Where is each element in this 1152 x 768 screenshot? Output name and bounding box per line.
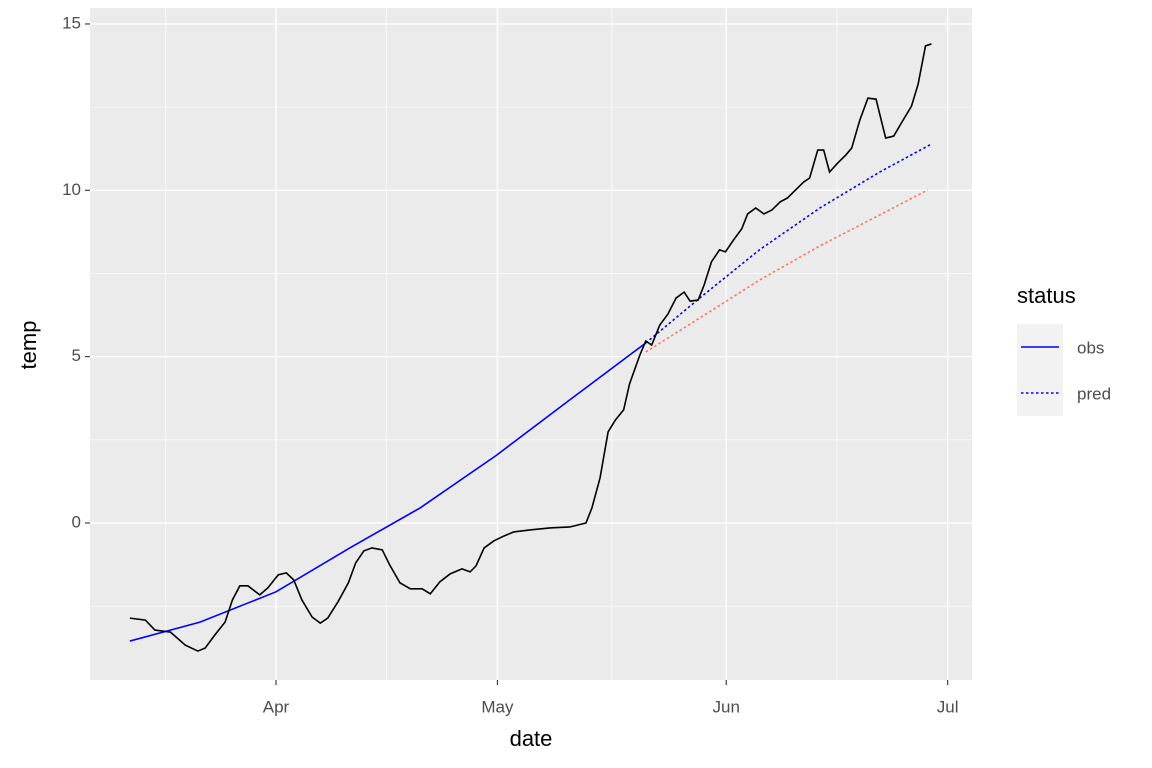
x-tick-label: May (481, 697, 514, 716)
x-tick-label: Jun (713, 697, 740, 716)
y-tick-label: 0 (72, 512, 81, 531)
x-axis-title: date (510, 726, 553, 751)
x-tick-label: Jul (937, 697, 959, 716)
plot-lines (129, 43, 932, 652)
series-line (129, 342, 647, 642)
series-line (129, 43, 932, 652)
series-line (645, 143, 932, 344)
x-tick-label: Apr (263, 697, 290, 716)
y-tick-label: 15 (62, 13, 81, 32)
legend-label: pred (1077, 384, 1111, 403)
series-line (645, 189, 929, 353)
y-axis-title: temp (16, 321, 41, 370)
legend-key (1017, 370, 1063, 416)
legend: status obs pred (1017, 283, 1111, 416)
legend-label: obs (1077, 338, 1104, 357)
y-tick-label: 5 (72, 346, 81, 365)
grid (90, 8, 972, 680)
legend-title: status (1017, 283, 1076, 308)
y-tick-label: 10 (62, 180, 81, 199)
panel-background (90, 8, 972, 680)
